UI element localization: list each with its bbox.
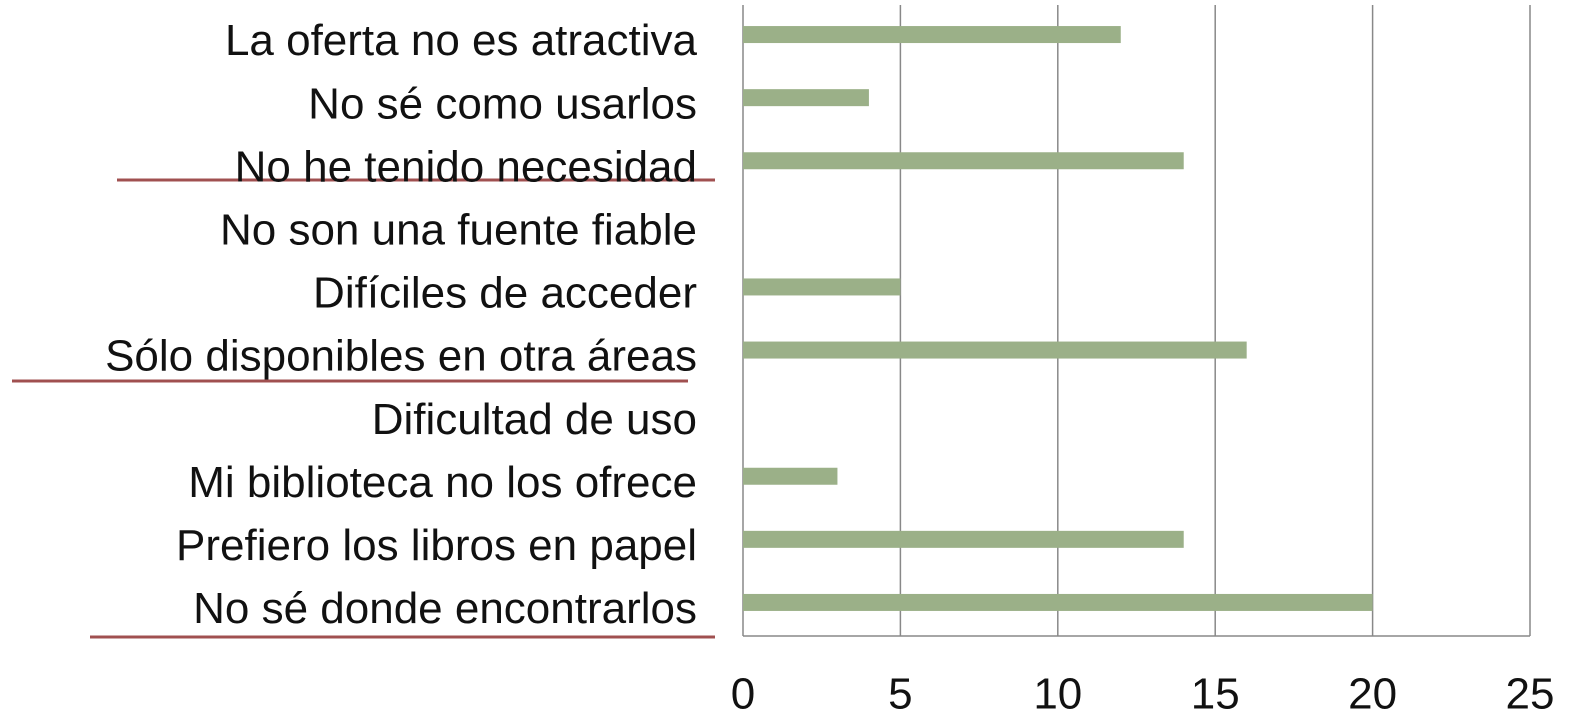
bar [743, 467, 838, 485]
bar [743, 530, 1184, 548]
bar [743, 341, 1247, 359]
y-tick-label: Mi biblioteca no los ofrece [188, 458, 697, 507]
y-tick-label: Dificultad de uso [372, 395, 697, 444]
bar [743, 26, 1121, 44]
x-tick-label: 10 [1033, 670, 1082, 719]
bar [743, 278, 901, 296]
x-tick-label: 5 [888, 670, 912, 719]
x-tick-label: 25 [1506, 670, 1555, 719]
bar [743, 152, 1184, 170]
y-tick-label: Difíciles de acceder [313, 269, 697, 318]
y-tick-label: No he tenido necesidad [235, 142, 697, 191]
x-tick-label: 15 [1191, 670, 1240, 719]
x-tick-label: 20 [1348, 670, 1397, 719]
bar [743, 89, 869, 107]
y-tick-label: No sé donde encontrarlos [193, 584, 697, 633]
y-tick-label: La oferta no es atractiva [225, 16, 698, 65]
x-tick-label: 0 [731, 670, 755, 719]
y-tick-label: No son una fuente fiable [220, 205, 697, 254]
y-tick-label: No sé como usarlos [308, 79, 697, 128]
y-tick-label: Sólo disponibles en otra áreas [105, 332, 697, 381]
bar [743, 593, 1373, 611]
y-tick-label: Prefiero los libros en papel [176, 521, 697, 570]
